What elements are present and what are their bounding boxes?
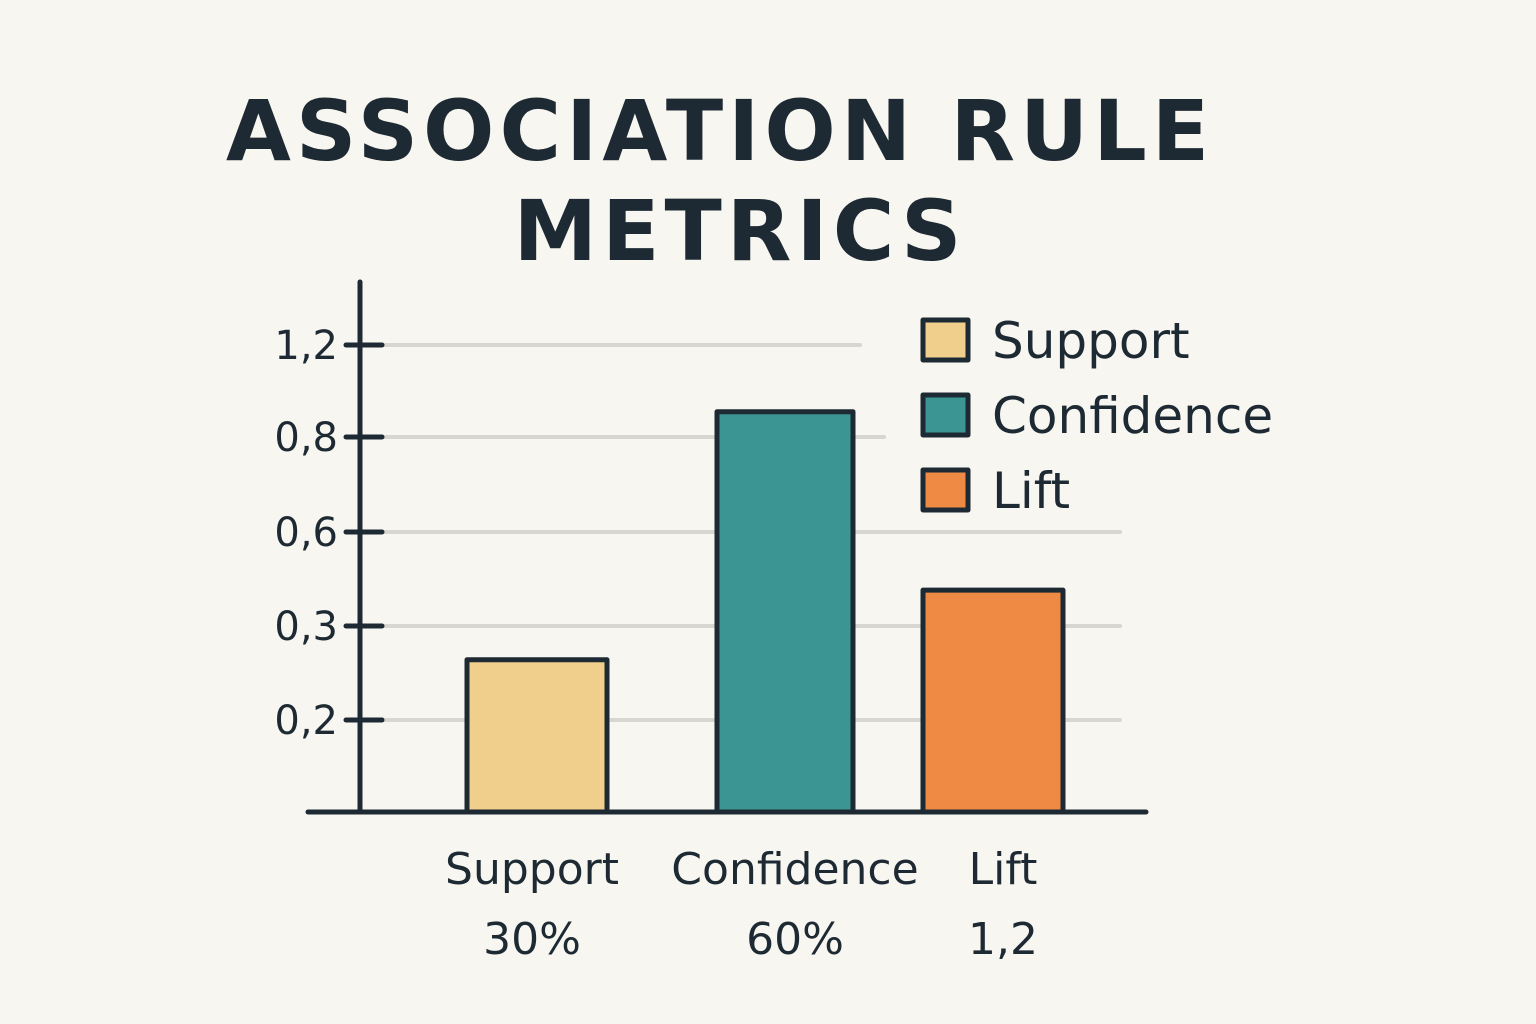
- category-value-label: 1,2: [968, 914, 1038, 965]
- category-label: Confidence: [671, 844, 918, 895]
- bars: [464, 409, 1066, 815]
- legend-label: Support: [992, 312, 1190, 370]
- category-label: Lift: [969, 844, 1038, 895]
- legend-swatch: [920, 392, 971, 438]
- bar-support: [464, 657, 610, 815]
- legend-label: Confidence: [992, 387, 1273, 445]
- y-axis-ticks: 0,2 0,3 0,6 0,8 1,2: [274, 323, 385, 744]
- category-value-label: 30%: [483, 914, 581, 965]
- y-tick-label: 0,3: [274, 604, 338, 650]
- category-value-label: 60%: [746, 914, 844, 965]
- legend: Support Confidence Lift: [920, 312, 1273, 520]
- y-tick-label: 0,8: [274, 415, 338, 461]
- bar-confidence: [714, 409, 856, 815]
- legend-swatch: [920, 467, 971, 513]
- y-tick-label: 1,2: [274, 323, 338, 369]
- legend-label: Lift: [992, 462, 1070, 520]
- category-labels: Support 30% Confidence 60% Lift 1,2: [445, 844, 1038, 965]
- chart-title-line-2: METRICS: [513, 182, 967, 280]
- y-tick-label: 0,6: [274, 510, 338, 556]
- legend-swatch: [920, 317, 971, 363]
- y-tick-label: 0,2: [274, 698, 338, 744]
- category-label: Support: [445, 844, 619, 895]
- chart-title-line-1: ASSOCIATION RULE: [225, 82, 1215, 180]
- axes: [305, 279, 1149, 815]
- bar-lift: [920, 587, 1066, 815]
